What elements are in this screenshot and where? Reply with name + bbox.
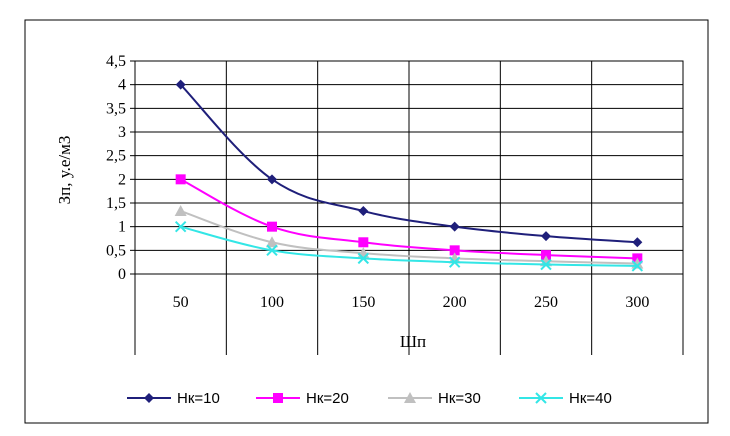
data-point bbox=[449, 245, 460, 256]
series-line bbox=[179, 83, 638, 244]
plot-area bbox=[134, 60, 684, 355]
data-point bbox=[266, 244, 278, 257]
data-point bbox=[174, 205, 187, 217]
series-line bbox=[180, 225, 638, 267]
x-tick-label: 150 bbox=[351, 294, 375, 311]
x-tick-label: 100 bbox=[260, 294, 284, 311]
series-4 bbox=[174, 220, 644, 272]
data-point bbox=[535, 392, 547, 404]
x-axis-label: Шп bbox=[400, 332, 426, 351]
data-point bbox=[174, 220, 187, 233]
data-point bbox=[358, 206, 369, 217]
data-point bbox=[448, 256, 461, 268]
y-tick-label: 3 bbox=[118, 124, 126, 141]
data-point bbox=[175, 174, 186, 185]
data-point bbox=[357, 252, 370, 265]
legend: Нк=10 Нк=20 Нк=30 Нк=40 bbox=[127, 390, 612, 407]
legend-label: Нк=40 bbox=[569, 390, 612, 407]
data-point bbox=[631, 260, 644, 272]
series-line bbox=[180, 210, 638, 265]
x-tick-label: 50 bbox=[173, 294, 189, 311]
data-point bbox=[449, 221, 460, 232]
y-tick-label: 2 bbox=[118, 171, 126, 188]
x-tick-label: 200 bbox=[443, 294, 467, 311]
data-point bbox=[632, 237, 643, 248]
legend-label: Нк=10 bbox=[177, 390, 220, 407]
series-group bbox=[174, 79, 644, 272]
legend-entry: Нк=40 bbox=[519, 390, 612, 407]
series-line bbox=[180, 178, 638, 260]
legend-entry: Нк=20 bbox=[256, 390, 349, 407]
y-tick-label: 2,5 bbox=[106, 148, 126, 165]
legend-entry: Нк=10 bbox=[127, 390, 220, 407]
data-point bbox=[273, 393, 283, 403]
data-point bbox=[267, 221, 277, 232]
y-tick-label: 0 bbox=[118, 266, 126, 283]
legend-label: Нк=30 bbox=[438, 390, 481, 407]
x-axis: 50 100 150 200 250 300 bbox=[173, 294, 650, 311]
x-tick-label: 300 bbox=[625, 294, 649, 311]
y-tick-label: 1,5 bbox=[106, 195, 126, 212]
data-point bbox=[175, 79, 186, 90]
y-axis-label: Зп, у.е/м3 bbox=[55, 136, 74, 205]
data-point bbox=[540, 258, 552, 271]
x-tick-label: 250 bbox=[534, 294, 558, 311]
y-tick-label: 3,5 bbox=[106, 100, 126, 117]
data-point bbox=[541, 250, 551, 261]
data-point bbox=[144, 393, 154, 403]
data-point bbox=[358, 237, 369, 248]
legend-label: Нк=20 bbox=[306, 390, 349, 407]
data-point bbox=[541, 231, 551, 242]
data-point bbox=[448, 252, 461, 264]
legend-entry: Нк=30 bbox=[388, 390, 481, 407]
data-point bbox=[267, 174, 277, 185]
y-tick-label: 0,5 bbox=[106, 242, 126, 259]
data-point bbox=[266, 236, 278, 248]
y-axis: 0 0,5 1 1,5 2 2,5 3 3,5 4 4,5 bbox=[106, 53, 135, 283]
data-point bbox=[404, 392, 416, 403]
y-tick-label: 4,5 bbox=[106, 53, 126, 70]
series-1 bbox=[175, 79, 643, 248]
y-tick-label: 4 bbox=[118, 77, 126, 94]
y-tick-label: 1 bbox=[118, 219, 126, 236]
